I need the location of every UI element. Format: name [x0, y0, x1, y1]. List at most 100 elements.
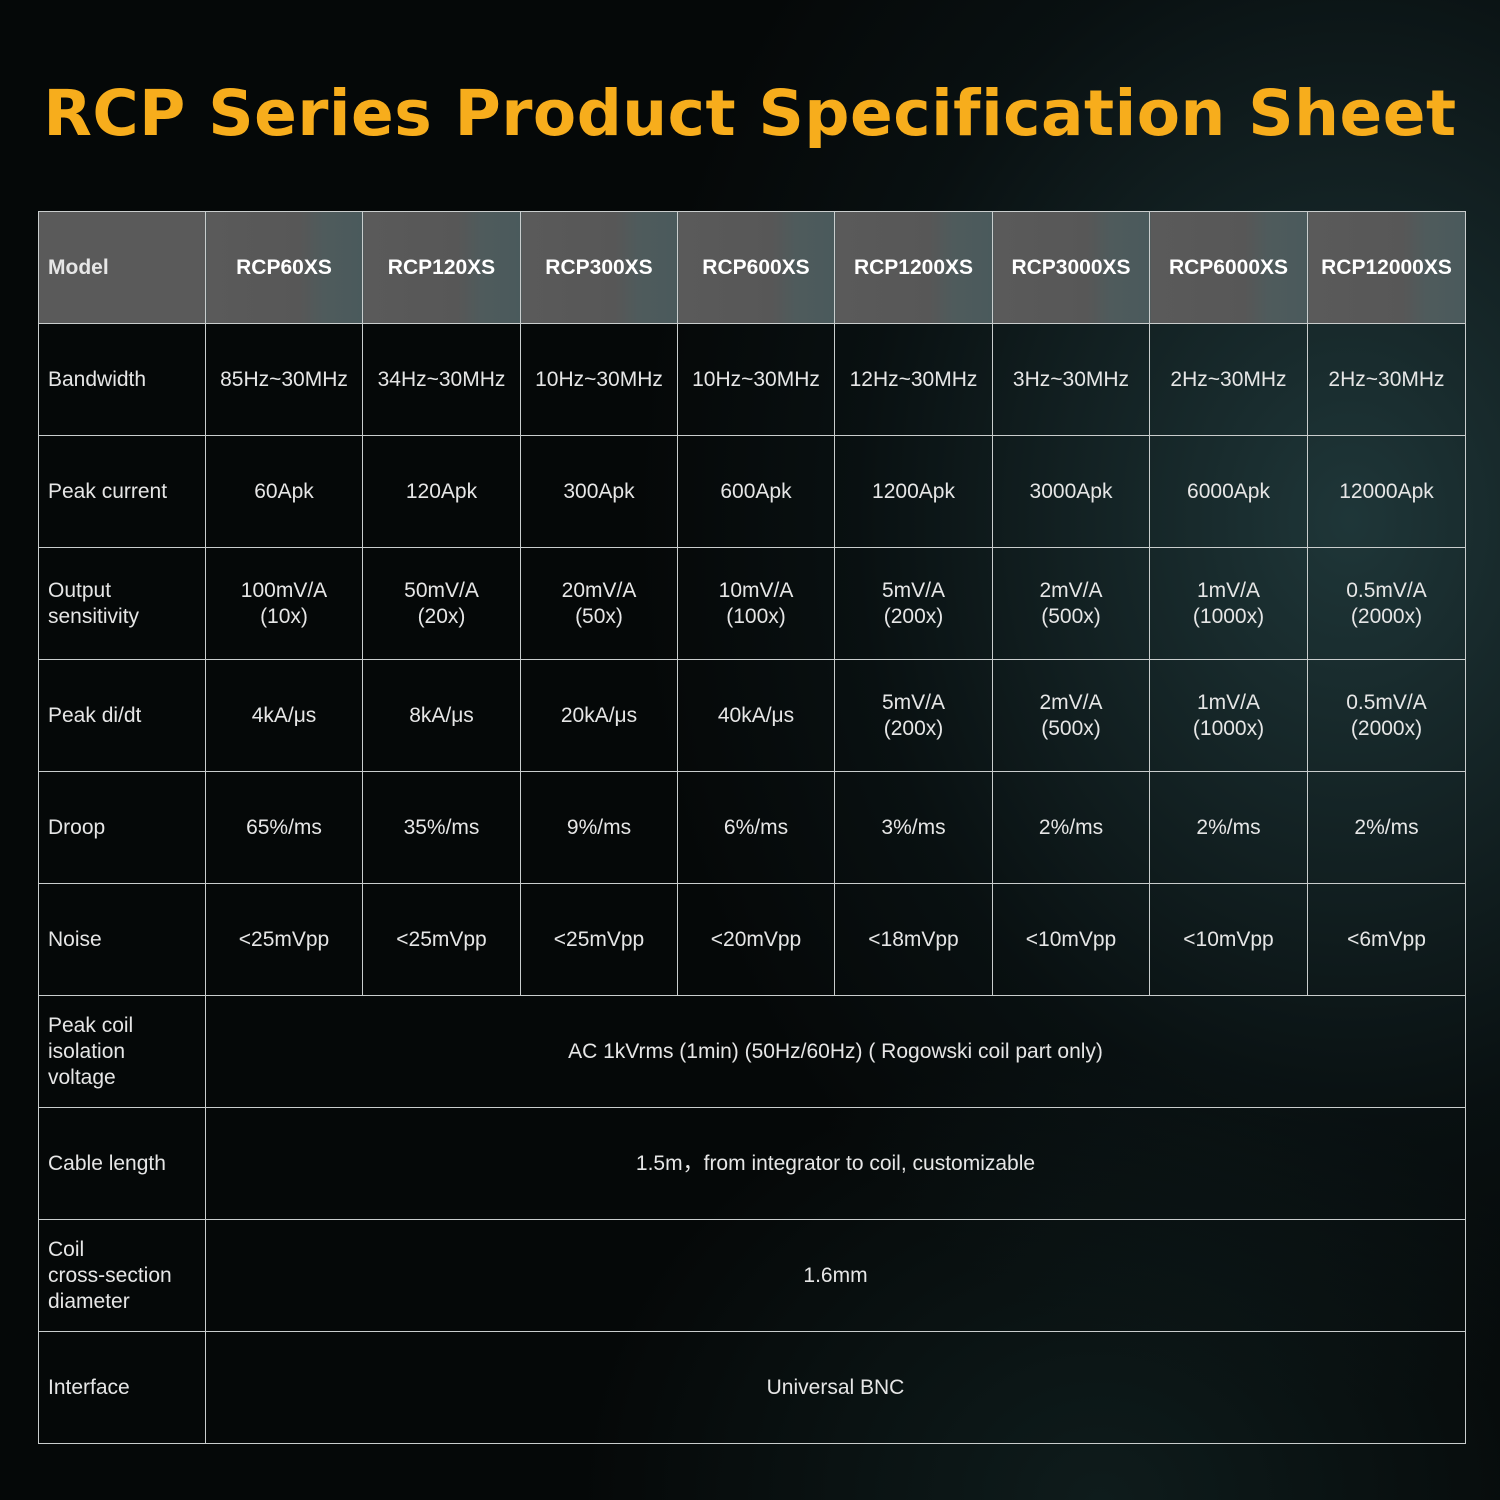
table-cell: 0.5mV/A (2000x): [1307, 547, 1466, 660]
table-cell: <25mVpp: [362, 883, 521, 996]
table-cell: 5mV/A (200x): [834, 547, 993, 660]
row-label-line: voltage: [48, 1065, 116, 1089]
row-label: Bandwidth: [38, 323, 206, 436]
table-cell: 50mV/A (20x): [362, 547, 521, 660]
cell-line: 5mV/A: [881, 690, 946, 714]
row-label-line: Peak coil: [48, 1013, 134, 1037]
row-label-line: Output: [48, 578, 112, 602]
cell-line: (200x): [883, 716, 944, 740]
model-header: RCP600XS: [677, 211, 835, 324]
cell-line: (500x): [1041, 716, 1101, 740]
cell-line: (1000x): [1192, 716, 1265, 740]
table-row-peak-di-dt: Peak di/dt 4kA/μs 8kA/μs 20kA/μs 40kA/μs…: [38, 659, 1466, 772]
table-cell: 20mV/A (50x): [520, 547, 678, 660]
cell-line: (50x): [575, 604, 623, 628]
table-cell: 3000Apk: [992, 435, 1150, 548]
table-row-droop: Droop 65%/ms 35%/ms 9%/ms 6%/ms 3%/ms 2%…: [38, 771, 1466, 884]
spec-table: Model RCP60XS RCP120XS RCP300XS RCP600XS…: [38, 211, 1466, 1444]
cell-line: (1000x): [1192, 604, 1265, 628]
table-cell-span: 1.5m，from integrator to coil, customizab…: [205, 1107, 1466, 1220]
model-header: RCP3000XS: [992, 211, 1150, 324]
row-label-line: sensitivity: [48, 604, 140, 628]
model-header: RCP6000XS: [1149, 211, 1308, 324]
table-cell: <10mVpp: [1149, 883, 1308, 996]
table-cell: 2mV/A (500x): [992, 547, 1150, 660]
table-cell: 2Hz~30MHz: [1149, 323, 1308, 436]
header-row: Model RCP60XS RCP120XS RCP300XS RCP600XS…: [38, 211, 1466, 324]
cell-line: (2000x): [1350, 716, 1423, 740]
model-header: RCP120XS: [362, 211, 521, 324]
table-cell: 85Hz~30MHz: [205, 323, 363, 436]
table-cell: 2Hz~30MHz: [1307, 323, 1466, 436]
table-cell: 2%/ms: [1307, 771, 1466, 884]
table-cell: 100mV/A (10x): [205, 547, 363, 660]
cell-line: 5mV/A: [881, 578, 946, 602]
table-cell: <25mVpp: [205, 883, 363, 996]
table-cell: 4kA/μs: [205, 659, 363, 772]
row-label-line: diameter: [48, 1289, 130, 1313]
table-cell: 5mV/A (200x): [834, 659, 993, 772]
table-cell: 10mV/A (100x): [677, 547, 835, 660]
cell-line: 100mV/A: [240, 578, 328, 602]
table-cell: 60Apk: [205, 435, 363, 548]
table-cell: 6000Apk: [1149, 435, 1308, 548]
table-cell: 2mV/A (500x): [992, 659, 1150, 772]
cell-line: 0.5mV/A: [1346, 690, 1427, 714]
cell-line: (100x): [726, 604, 786, 628]
cell-line: 0.5mV/A: [1346, 578, 1427, 602]
table-cell: 3%/ms: [834, 771, 993, 884]
row-label: Coil cross-section diameter: [38, 1219, 206, 1332]
table-cell: 2%/ms: [1149, 771, 1308, 884]
table-cell: 10Hz~30MHz: [520, 323, 678, 436]
row-label: Peak current: [38, 435, 206, 548]
table-cell-span: AC 1kVrms (1min) (50Hz/60Hz) ( Rogowski …: [205, 995, 1466, 1108]
table-cell: 1mV/A (1000x): [1149, 659, 1308, 772]
model-header: RCP1200XS: [834, 211, 993, 324]
cell-line: 1mV/A: [1196, 690, 1260, 714]
row-label: Droop: [38, 771, 206, 884]
row-label: Interface: [38, 1331, 206, 1444]
table-cell: 1200Apk: [834, 435, 993, 548]
table-cell: 1mV/A (1000x): [1149, 547, 1308, 660]
row-label: Output sensitivity: [38, 547, 206, 660]
header-label: Model: [38, 211, 206, 324]
table-cell: 10Hz~30MHz: [677, 323, 835, 436]
table-cell: 3Hz~30MHz: [992, 323, 1150, 436]
table-row-output-sensitivity: Output sensitivity 100mV/A (10x) 50mV/A (2…: [38, 547, 1466, 660]
cell-line: 10mV/A: [718, 578, 794, 602]
table-cell: 120Apk: [362, 435, 521, 548]
table-cell: 8kA/μs: [362, 659, 521, 772]
cell-line: (10x): [260, 604, 308, 628]
table-cell: 300Apk: [520, 435, 678, 548]
table-cell: 12000Apk: [1307, 435, 1466, 548]
table-cell-span: Universal BNC: [205, 1331, 1466, 1444]
cell-line: 50mV/A: [404, 578, 479, 602]
cell-line: 2mV/A: [1039, 690, 1103, 714]
table-cell: 0.5mV/A (2000x): [1307, 659, 1466, 772]
table-cell: 2%/ms: [992, 771, 1150, 884]
table-cell-span: 1.6mm: [205, 1219, 1466, 1332]
table-cell: 12Hz~30MHz: [834, 323, 993, 436]
table-row-cable-length: Cable length 1.5m，from integrator to coi…: [38, 1107, 1466, 1220]
model-header: RCP300XS: [520, 211, 678, 324]
table-cell: <20mVpp: [677, 883, 835, 996]
cell-line: 2mV/A: [1039, 578, 1103, 602]
cell-line: (500x): [1041, 604, 1101, 628]
table-cell: 20kA/μs: [520, 659, 678, 772]
cell-line: (2000x): [1350, 604, 1423, 628]
row-label: Peak di/dt: [38, 659, 206, 772]
row-label-line: isolation: [48, 1039, 126, 1063]
row-label: Peak coil isolation voltage: [38, 995, 206, 1108]
cell-line: 20mV/A: [561, 578, 637, 602]
table-cell: 65%/ms: [205, 771, 363, 884]
page-title: RCP Series Product Specification Sheet: [43, 77, 1457, 150]
row-label-line: Coil: [48, 1237, 85, 1261]
cell-line: (20x): [417, 604, 466, 628]
table-row-isolation: Peak coil isolation voltage AC 1kVrms (1…: [38, 995, 1466, 1108]
table-cell: 600Apk: [677, 435, 835, 548]
table-cell: <10mVpp: [992, 883, 1150, 996]
cell-line: (200x): [883, 604, 944, 628]
row-label-line: cross-section: [48, 1263, 172, 1287]
model-header: RCP60XS: [205, 211, 363, 324]
row-label: Noise: [38, 883, 206, 996]
